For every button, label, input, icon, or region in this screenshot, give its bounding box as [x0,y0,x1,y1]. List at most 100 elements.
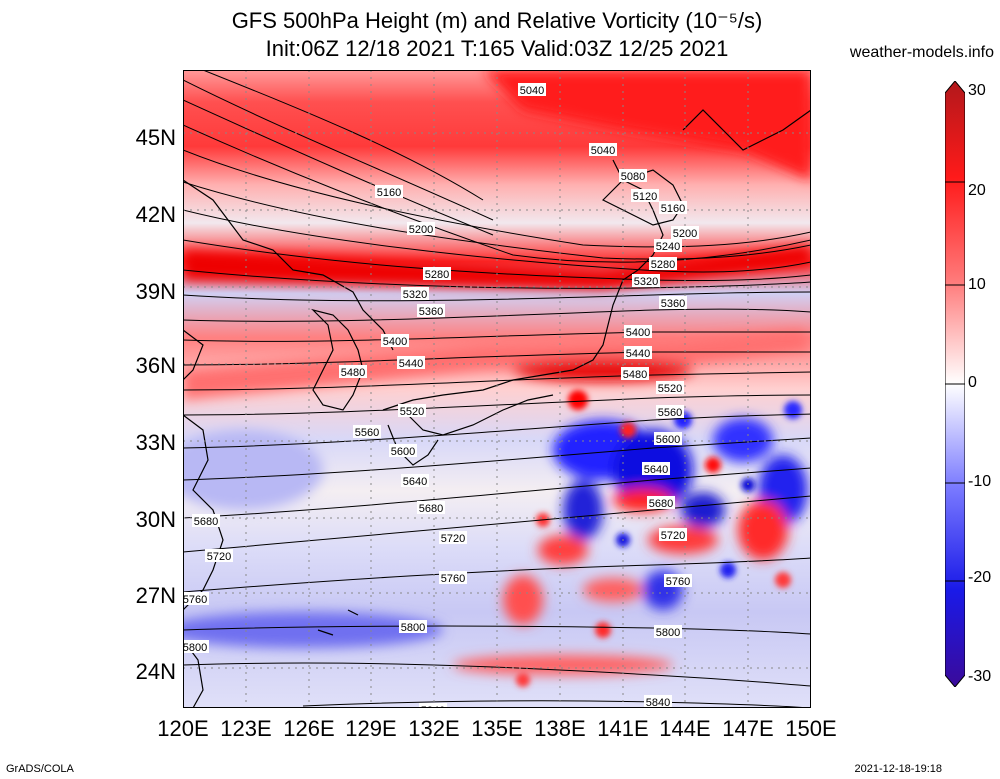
contour-label-text: 5720 [207,551,231,563]
contour-label: 5840 [644,695,672,708]
contour-label: 5200 [407,222,435,236]
contour-label: 5440 [624,346,652,360]
contour-label: 5280 [423,267,451,281]
contour-label: 5840 [419,703,447,708]
lat-label-45n: 45N [135,125,176,150]
contour-label: 5520 [398,404,426,418]
contour-label: 5680 [647,496,675,510]
contour-label: 5800 [399,620,427,634]
lon-label-144e: 144E [659,716,711,741]
footer-software: GrADS/COLA [6,763,74,775]
contour-label-text: 5160 [377,187,401,199]
contour-label: 5240 [654,239,682,253]
contour-label-text: 5120 [633,191,657,203]
contour-label-text: 5600 [391,446,415,458]
contour-label: 5640 [642,462,670,476]
contour-label-text: 5240 [656,241,680,253]
lon-label-126e: 126E [283,716,335,741]
contour-label-text: 5560 [355,427,379,439]
contour-label-text: 5040 [520,85,544,97]
contour-label-text: 5360 [419,306,443,318]
contour-label: 5360 [659,296,687,310]
contour-label: 5120 [631,189,659,203]
contour-label-text: 5520 [400,406,424,418]
contour-label-text: 5480 [623,369,647,381]
contour-label-text: 5280 [651,259,675,271]
contour-label: 5080 [619,169,647,183]
lon-label-123e: 123E [220,716,272,741]
contour-label-text: 5680 [419,503,443,515]
lat-label-24n: 24N [135,659,176,684]
lat-label-27n: 27N [135,583,176,608]
contour-label: 5160 [659,201,687,215]
contour-label: 5040 [518,83,546,97]
contour-label: 5320 [401,287,429,301]
lat-label-42n: 42N [135,202,176,227]
contour-label-text: 5360 [661,298,685,310]
contour-label: 5720 [205,549,233,563]
contour-label-text: 5840 [646,697,670,708]
contour-label: 5760 [664,574,692,588]
lon-label-150e: 150E [785,716,837,741]
contour-label: 5040 [589,143,617,157]
contour-label: 5640 [401,474,429,488]
contour-label: 5720 [439,531,467,545]
lat-label-39n: 39N [135,279,176,304]
contour-label: 5680 [192,514,220,528]
contour-label-text: 5160 [661,203,685,215]
lon-label-138e: 138E [534,716,586,741]
contour-label: 5800 [654,625,682,639]
lat-label-33n: 33N [135,430,176,455]
contour-label: 5560 [353,425,381,439]
contour-label-text: 5480 [341,367,365,379]
colorbar-tick-20: 20 [968,182,986,199]
contour-label: 5400 [381,334,409,348]
contour-label: 5200 [671,226,699,240]
contour-label: 5600 [654,432,682,446]
contour-label-text: 5400 [383,336,407,348]
contour-label: 5720 [659,528,687,542]
contour-label-text: 5760 [666,576,690,588]
contour-label: 5760 [183,592,209,606]
colorbar-tick-neg30: -30 [968,668,992,685]
contour-label-text: 5800 [183,642,207,654]
contour-label-text: 5640 [403,476,427,488]
lon-label-135e: 135E [471,716,523,741]
contour-label-text: 5840 [421,705,445,708]
contour-label-text: 5320 [403,289,427,301]
contour-label-text: 5280 [425,269,449,281]
colorbar-tick-30: 30 [968,82,986,99]
contour-label: 5480 [621,367,649,381]
colorbar-tick-neg10: -10 [968,473,992,490]
colorbar-tick-0: 0 [968,374,977,391]
contour-label-text: 5680 [194,516,218,528]
lon-label-147e: 147E [722,716,774,741]
contour-label-text: 5720 [661,530,685,542]
contour-label-text: 5440 [626,348,650,360]
footer-timestamp: 2021-12-18-19:18 [854,763,942,775]
contour-label: 5280 [649,257,677,271]
contour-label-text: 5200 [673,228,697,240]
contour-label-text: 5400 [626,327,650,339]
lat-label-30n: 30N [135,507,176,532]
contour-label-text: 5080 [621,171,645,183]
chart-title: GFS 500hPa Height (m) and Relative Vorti… [231,8,763,33]
contour-label: 5680 [417,501,445,515]
contour-label-text: 5520 [658,383,682,395]
contour-label-text: 5680 [649,498,673,510]
contour-label-text: 5040 [591,145,615,157]
contour-label-text: 5760 [183,594,207,606]
lon-label-141e: 141E [597,716,649,741]
contour-label-text: 5800 [401,622,425,634]
contour-label: 5400 [624,325,652,339]
contour-label-text: 5440 [399,358,423,370]
contour-label-text: 5800 [656,627,680,639]
lon-label-129e: 129E [345,716,397,741]
source-label: weather-models.info [849,44,994,61]
contour-label: 5160 [375,185,403,199]
contour-label: 5560 [656,405,684,419]
contour-label-text: 5640 [644,464,668,476]
contour-label-text: 5200 [409,224,433,236]
